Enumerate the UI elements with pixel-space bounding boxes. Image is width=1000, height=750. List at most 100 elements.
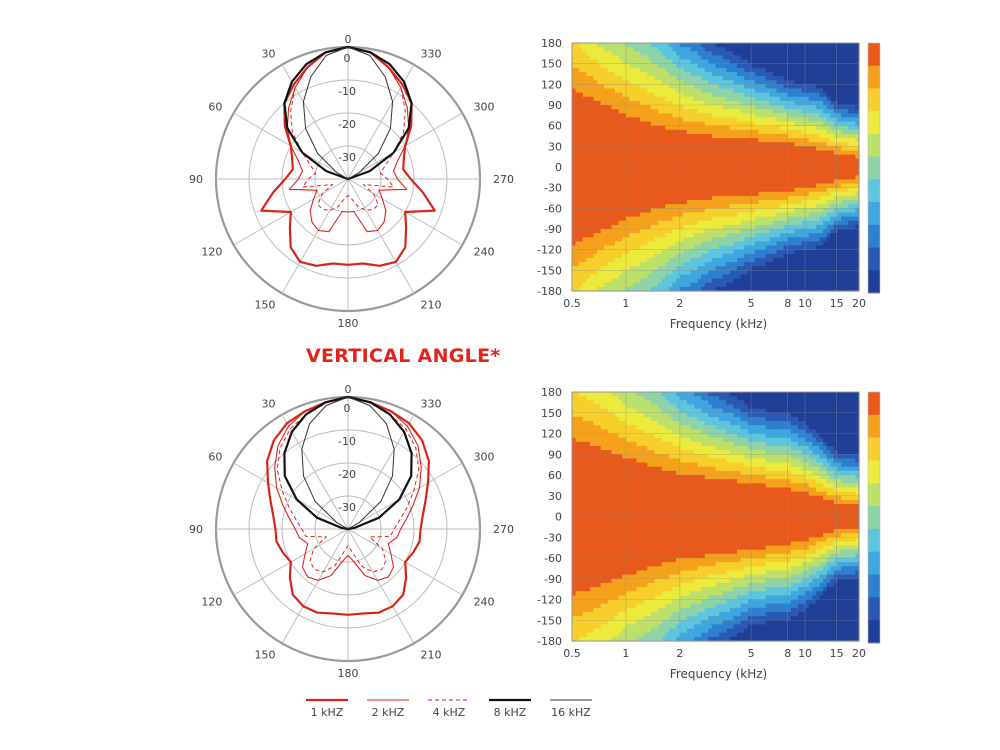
heatmap-cell — [844, 237, 849, 242]
heatmap-cell — [604, 47, 609, 52]
heatmap-cell — [805, 133, 810, 139]
heatmap-cell — [629, 262, 634, 267]
heatmap-cell — [625, 92, 630, 98]
heatmap-cell — [722, 175, 727, 180]
heatmap-cell — [783, 200, 788, 205]
heatmap-cell — [607, 109, 613, 114]
heatmap-cell — [744, 162, 749, 168]
heatmap-cell — [812, 51, 817, 56]
heatmap-cell — [572, 142, 577, 147]
heatmap-cell — [794, 212, 799, 218]
heatmap-cell — [823, 245, 828, 251]
heatmap-cell — [693, 133, 699, 139]
colorbar-swatch — [868, 43, 880, 67]
heatmap-cell — [737, 80, 742, 85]
heatmap-cell — [837, 233, 842, 238]
heatmap-cell — [769, 138, 774, 143]
heatmap-cell — [737, 204, 742, 209]
heatmap-cell — [572, 491, 577, 497]
heatmap-cell — [783, 191, 788, 197]
heatmap-cell — [618, 241, 623, 247]
heatmap-cell — [593, 125, 598, 131]
heatmap-cell — [579, 216, 584, 222]
heatmap-cell — [812, 76, 817, 81]
heatmap-cell — [640, 100, 645, 106]
heatmap-cell — [744, 200, 749, 205]
heatmap-cell — [636, 200, 641, 205]
heatmap-cell — [697, 282, 702, 288]
heatmap-cell — [715, 121, 720, 127]
heatmap-cell — [607, 150, 613, 156]
heatmap-cell — [848, 92, 853, 98]
heatmap-cell — [597, 55, 602, 61]
heatmap-cell — [726, 67, 731, 73]
heatmap-cell — [693, 100, 699, 106]
heatmap-cell — [808, 100, 813, 106]
heatmap-cell — [729, 245, 735, 251]
heatmap-cell — [579, 121, 584, 127]
heatmap-cell — [740, 100, 745, 106]
heatmap-cell — [758, 179, 763, 185]
heatmap-cell — [812, 146, 817, 152]
heatmap-cell — [833, 195, 839, 201]
heatmap-cell — [819, 138, 824, 143]
heatmap-cell — [582, 80, 587, 85]
heatmap-cell — [754, 204, 760, 209]
heatmap-cell — [833, 216, 839, 222]
heatmap-cell — [780, 43, 785, 48]
heatmap-cell — [740, 253, 745, 259]
heatmap-cell — [611, 154, 616, 160]
heatmap-cell — [848, 220, 853, 226]
heatmap-cell — [597, 150, 602, 156]
heatmap-cell — [643, 146, 648, 152]
heatmap-cell — [622, 266, 627, 271]
heatmap-cell — [589, 125, 595, 131]
heatmap-cell — [805, 175, 810, 180]
heatmap-cell — [697, 220, 702, 226]
heatmap-cell — [572, 628, 577, 634]
heatmap-cell — [640, 191, 645, 197]
heatmap-cell — [597, 286, 602, 292]
heatmap-cell — [604, 262, 609, 267]
heatmap-cell — [711, 146, 717, 152]
heatmap-cell — [729, 286, 735, 292]
heatmap-cell — [572, 253, 577, 259]
heatmap-cell — [754, 286, 760, 292]
heatmap-cell — [765, 191, 770, 197]
heatmap-cell — [826, 154, 831, 160]
heatmap-cell — [772, 43, 778, 48]
heatmap-cell — [593, 233, 598, 238]
heatmap-cell — [572, 266, 577, 271]
heatmap-cell — [722, 51, 727, 56]
heatmap-cell — [851, 146, 857, 152]
heatmap-cell — [762, 187, 767, 193]
heatmap-cell — [661, 133, 666, 139]
polar-angle-label: 240 — [474, 596, 495, 609]
heatmap-cell — [729, 92, 735, 98]
heatmap-cell — [586, 88, 591, 94]
heatmap-cell — [654, 129, 659, 135]
heatmap-cell — [819, 171, 824, 176]
heatmap-cell — [787, 274, 792, 280]
heatmap-cell — [625, 183, 630, 189]
heatmap-cell — [855, 286, 860, 292]
heatmap-cell — [654, 150, 659, 156]
heatmap-cell — [801, 270, 806, 276]
heatmap-cell — [683, 105, 688, 110]
heatmap-cell — [762, 220, 767, 226]
heatmap-cell — [704, 117, 709, 123]
heatmap-cell — [815, 195, 821, 201]
heatmap-cell — [740, 245, 745, 251]
heatmap-cell — [636, 125, 641, 131]
heatmap-cell — [798, 150, 803, 156]
heatmap-cell — [837, 59, 842, 65]
heatmap-cell — [658, 216, 663, 222]
heatmap-cell — [851, 105, 857, 110]
heatmap-cell — [719, 47, 724, 52]
heatmap-cell — [693, 208, 699, 214]
heatmap-cell — [640, 71, 645, 77]
heatmap-cell — [790, 129, 796, 135]
heatmap-cell — [618, 191, 623, 197]
heatmap-cell — [632, 162, 638, 168]
heatmap-cell — [665, 274, 670, 280]
